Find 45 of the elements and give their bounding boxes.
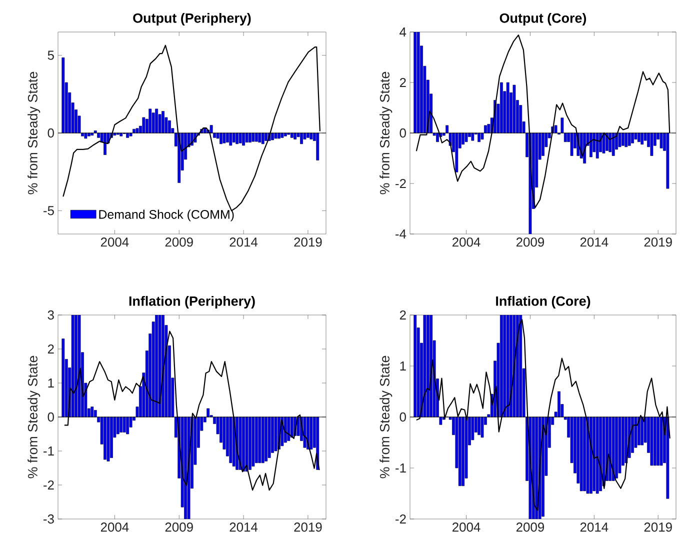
chart-title: Output (Core)	[500, 12, 586, 26]
y-tick-label: 0	[48, 412, 54, 422]
x-tick-label: 2019	[644, 522, 672, 532]
y-tick-label: 0	[400, 412, 406, 422]
chart-title: Output (Periphery)	[133, 12, 251, 26]
y-tick-label: -1	[396, 464, 406, 472]
y-tick-label: -2	[396, 514, 406, 524]
y-axis-title: % from Steady State	[28, 356, 40, 478]
y-tick-label: 2	[400, 310, 406, 320]
x-tick-label: 2004	[100, 522, 129, 532]
x-tick-label: 2019	[644, 238, 672, 247]
y-tick-label: 2	[48, 344, 54, 354]
x-tick-label: 2004	[452, 238, 480, 247]
y-tick-label: 0	[48, 128, 54, 138]
y-tick-label: -4	[396, 230, 406, 238]
legend-label: Demand Shock (COMM)	[99, 210, 234, 222]
x-tick-label: 2014	[580, 238, 608, 247]
y-tick-label: 4	[400, 28, 406, 36]
y-axis-title: % from Steady State	[380, 72, 392, 194]
y-tick-label: 3	[48, 310, 54, 320]
x-tick-label: 2009	[165, 238, 193, 247]
y-tick-label: -1	[44, 446, 54, 456]
x-tick-label: 2009	[516, 522, 544, 532]
y-tick-label: 1	[48, 378, 54, 388]
chart-title: Inflation (Periphery)	[129, 296, 255, 309]
y-axis-title: % from Steady State	[380, 356, 392, 478]
x-tick-label: 2004	[452, 522, 480, 532]
chart-title: Inflation (Core)	[496, 296, 590, 309]
y-tick-label: -3	[44, 514, 54, 524]
y-tick-label: -2	[44, 480, 54, 490]
x-tick-label: 2014	[230, 522, 258, 532]
x-tick-label: 2014	[580, 522, 608, 532]
x-tick-label: 2009	[516, 238, 544, 247]
y-axis-title: % from Steady State	[28, 72, 40, 194]
y-tick-label: 0	[400, 128, 406, 138]
y-tick-label: -2	[396, 178, 406, 188]
y-tick-label: 1	[400, 362, 406, 370]
x-tick-label: 2014	[230, 238, 258, 247]
y-tick-label: -5	[44, 206, 54, 216]
y-tick-label: 2	[400, 78, 406, 88]
x-tick-label: 2004	[100, 238, 129, 247]
x-tick-label: 2009	[165, 522, 193, 532]
x-tick-label: 2019	[294, 522, 322, 532]
y-tick-label: 5	[48, 50, 54, 60]
x-tick-label: 2019	[294, 238, 322, 247]
